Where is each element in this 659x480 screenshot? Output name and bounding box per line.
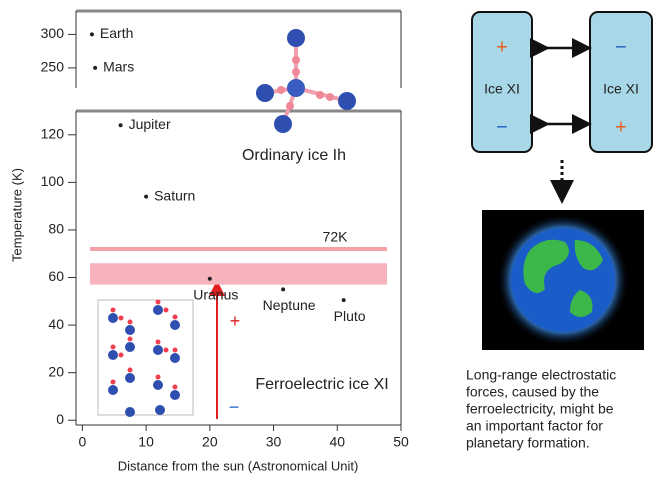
temperature-band [90,263,387,284]
caption-line: planetary formation. [466,435,590,451]
y-tick-label: 0 [56,411,64,427]
planet-point [90,32,94,36]
box-sign: − [615,36,627,58]
planet-label: Uranus [193,286,238,302]
x-tick-label: 10 [138,434,154,450]
ice-ih-molecule [256,29,356,133]
planet-point [281,287,285,291]
threshold-label: 72K [323,229,349,245]
planet-label: Earth [100,25,133,41]
ordinary-ice-label: Ordinary ice Ih [242,147,346,164]
caption-line: Long-range electrostatic [466,367,616,383]
planet-point [144,195,148,199]
y-tick-label: 20 [48,363,64,379]
x-tick-label: 50 [393,434,409,450]
caption-line: an important factor for [466,418,603,434]
figure: + − Ordinary ice Ih Ferroelectric ice XI… [0,0,659,480]
planet-point [119,123,123,127]
earth-image [482,210,644,350]
ice-xi-crystal [98,300,193,418]
box-label: Ice XI [603,81,639,97]
y-tick-label: 300 [41,25,65,41]
y-tick-label: 40 [48,316,64,332]
caption-line: ferroelectricity, might be [466,401,614,417]
y-tick-label: 100 [41,173,65,189]
y-tick-label: 60 [48,268,64,284]
planet-label: Pluto [334,308,366,324]
minus-sign: − [229,397,240,417]
x-tick-label: 0 [78,434,86,450]
y-tick-label: 250 [41,59,65,75]
box-label: Ice XI [484,81,520,97]
planet-point [208,277,212,281]
caption-line: forces, caused by the [466,384,599,400]
planet-point [342,298,346,302]
ferro-ice-label: Ferroelectric ice XI [255,376,388,393]
x-tick-label: 30 [266,434,282,450]
box-sign: + [615,116,627,138]
y-tick-label: 120 [41,125,65,141]
y-tick-label: 80 [48,221,64,237]
planet-point [93,66,97,70]
box-sign: − [496,116,508,138]
box-sign: + [496,36,508,58]
planet-label: Jupiter [129,116,171,132]
planet-label: Saturn [154,187,195,203]
x-tick-label: 20 [202,434,218,450]
plus-sign: + [230,311,241,331]
x-axis-label: Distance from the sun (Astronomical Unit… [118,458,359,473]
planet-label: Mars [103,59,134,75]
planet-label: Neptune [263,297,316,313]
x-tick-label: 40 [329,434,345,450]
y-axis-label: Temperature (K) [9,168,24,262]
